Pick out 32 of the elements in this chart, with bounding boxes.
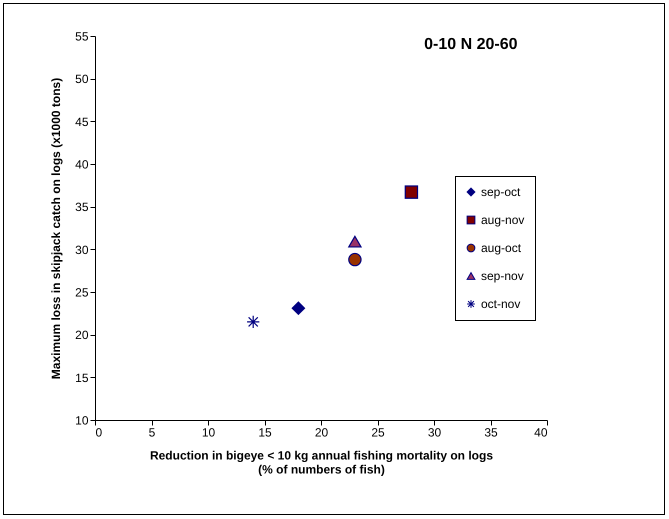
point — [348, 236, 362, 248]
legend-label: aug-oct — [481, 241, 522, 255]
x-tick-label: 35 — [484, 426, 498, 440]
y-tick-label: 30 — [75, 242, 89, 257]
x-tick-label: 30 — [428, 426, 442, 440]
x-tick-label: 0 — [96, 426, 102, 440]
y-tick-label: 40 — [75, 158, 89, 172]
y-tick-label: 35 — [75, 200, 89, 214]
y-tick-label: 55 — [75, 30, 89, 44]
point — [348, 252, 362, 266]
x-tick-label: 20 — [314, 426, 328, 440]
y-tick-label: 25 — [75, 286, 89, 300]
x-tick-label: 40 — [534, 426, 548, 440]
legend-label: oct-nov — [481, 297, 520, 311]
legend-label: sep-nov — [481, 269, 524, 283]
legend-label: sep-oct — [481, 185, 522, 199]
x-tick-label: 15 — [258, 426, 272, 440]
point — [292, 301, 306, 315]
y-tick-label: 50 — [75, 72, 89, 86]
x-tick-label: 25 — [371, 426, 385, 440]
point — [246, 315, 260, 329]
legend-label: aug-nov — [481, 213, 524, 227]
y-tick-label: 10 — [75, 414, 89, 428]
y-tick-label: 45 — [75, 114, 89, 129]
chart-title: 0-10 N 20-60 — [424, 36, 518, 53]
y-axis-title: Maximum loss in skipjack catch on logs (x1000 tons) — [49, 78, 64, 380]
y-tick-label: 15 — [75, 370, 89, 385]
x-axis-title: Reduction in bigeye < 10 kg annual fishing mortality on logs (% of numbers of fish) — [150, 448, 494, 476]
point — [404, 185, 418, 199]
x-tick-label: 10 — [202, 426, 216, 440]
y-tick-label: 20 — [75, 328, 89, 342]
x-tick-label: 5 — [148, 426, 156, 440]
